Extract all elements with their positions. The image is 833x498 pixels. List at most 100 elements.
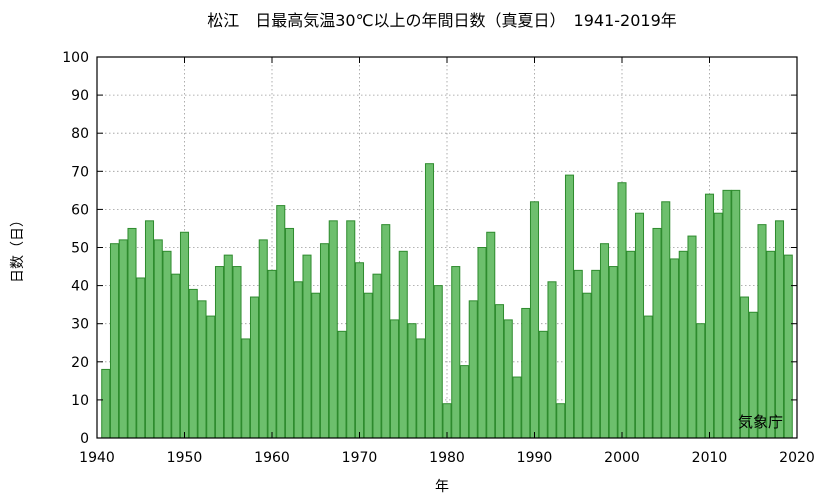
bar-1984 xyxy=(477,247,487,439)
bar-1985 xyxy=(486,231,496,439)
bar-1972 xyxy=(372,273,382,439)
bar-1956 xyxy=(232,266,242,439)
bar-1947 xyxy=(153,239,163,439)
y-tick-label: 0 xyxy=(80,431,89,447)
bar-2018 xyxy=(774,220,785,439)
x-axis: 1940 1950 1960 1970 1980 1990 2000 2010 2020 xyxy=(79,57,815,466)
x-tick-label: 1960 xyxy=(254,450,290,466)
bar-1957 xyxy=(241,338,251,439)
x-tick-label: 1950 xyxy=(167,450,203,466)
bar-1965 xyxy=(311,292,321,439)
bar-2006 xyxy=(669,258,680,439)
y-axis: 0 10 20 30 40 50 60 70 80 90 100 xyxy=(62,50,797,447)
x-tick-label: 2020 xyxy=(779,450,815,466)
bar-1958 xyxy=(249,296,260,439)
y-tick-label: 80 xyxy=(71,126,89,142)
bar-1995 xyxy=(573,269,583,439)
bar-series xyxy=(101,163,793,439)
bar-1955 xyxy=(223,254,233,439)
bar-1975 xyxy=(398,250,408,439)
y-tick-label: 20 xyxy=(71,355,89,371)
bar-1998 xyxy=(599,243,610,439)
bar-1967 xyxy=(328,220,338,439)
bar-2007 xyxy=(678,250,688,439)
credit-label: 気象庁 xyxy=(738,413,783,431)
bar-1941 xyxy=(101,368,111,439)
bar-1992 xyxy=(547,281,557,439)
bar-1953 xyxy=(206,315,216,439)
bar-1954 xyxy=(214,266,225,439)
bar-1943 xyxy=(118,239,128,439)
chart-title: 松江 日最高気温30℃以上の年間日数（真夏日） 1941-2019年 xyxy=(207,11,677,30)
bar-1963 xyxy=(293,281,303,439)
bar-1971 xyxy=(363,292,373,439)
bar-1962 xyxy=(284,227,295,439)
bar-2011 xyxy=(713,212,723,439)
y-tick-label: 90 xyxy=(71,88,89,104)
bar-1945 xyxy=(136,277,146,439)
bar-1961 xyxy=(276,205,286,439)
bar-1948 xyxy=(162,250,172,439)
bar-1960 xyxy=(267,269,277,439)
bar-1997 xyxy=(591,269,601,439)
bar-1983 xyxy=(468,300,478,439)
bar-2010 xyxy=(704,193,715,439)
bar-1944 xyxy=(127,227,137,439)
bar-1979 xyxy=(433,285,443,439)
bar-1991 xyxy=(538,330,548,439)
bar-1994 xyxy=(564,174,575,439)
bar-1982 xyxy=(459,365,470,439)
bar-1986 xyxy=(494,304,505,439)
bar-2009 xyxy=(696,323,706,439)
bar-1981 xyxy=(451,266,461,439)
bar-1999 xyxy=(608,266,618,439)
bar-1952 xyxy=(197,300,207,439)
bar-2012 xyxy=(722,189,732,439)
bar-1968 xyxy=(337,330,347,439)
bar-1966 xyxy=(319,243,330,439)
bar-2001 xyxy=(626,250,636,439)
y-tick-label: 100 xyxy=(62,50,89,66)
bar-1976 xyxy=(407,323,417,439)
bar-1970 xyxy=(354,262,365,439)
bar-2004 xyxy=(652,227,662,439)
bar-2008 xyxy=(687,235,697,439)
bar-2000 xyxy=(617,182,627,439)
y-tick-label: 40 xyxy=(71,279,89,295)
bar-1974 xyxy=(389,319,400,439)
x-tick-label: 1990 xyxy=(517,450,553,466)
y-tick-label: 50 xyxy=(71,241,89,257)
y-axis-label: 日数（日） xyxy=(10,213,26,283)
bar-1950 xyxy=(179,231,190,439)
bar-1977 xyxy=(416,338,426,439)
bar-2003 xyxy=(643,315,653,439)
bar-2002 xyxy=(634,212,645,439)
bar-1959 xyxy=(258,239,268,439)
bar-2005 xyxy=(661,201,671,439)
bar-1990 xyxy=(529,201,540,439)
x-tick-label: 1940 xyxy=(79,450,115,466)
x-tick-label: 2000 xyxy=(604,450,640,466)
bar-2019 xyxy=(783,254,793,439)
bar-1946 xyxy=(144,220,155,439)
x-tick-label: 2010 xyxy=(692,450,728,466)
bar-1988 xyxy=(512,376,522,439)
bar-1996 xyxy=(582,292,592,439)
y-tick-label: 30 xyxy=(71,317,89,333)
bar-1993 xyxy=(556,403,566,439)
bar-1964 xyxy=(302,254,312,439)
bar-1949 xyxy=(171,273,181,439)
x-tick-label: 1970 xyxy=(342,450,378,466)
y-tick-label: 70 xyxy=(71,164,89,180)
y-tick-label: 60 xyxy=(71,202,89,218)
bar-2013 xyxy=(731,189,741,439)
y-tick-label: 10 xyxy=(71,393,89,409)
bar-1973 xyxy=(381,224,391,439)
bar-1951 xyxy=(188,288,198,439)
x-tick-label: 1980 xyxy=(429,450,465,466)
bar-2017 xyxy=(766,250,776,439)
bar-1978 xyxy=(424,163,435,439)
bar-1987 xyxy=(503,319,513,439)
bar-2016 xyxy=(757,224,767,439)
